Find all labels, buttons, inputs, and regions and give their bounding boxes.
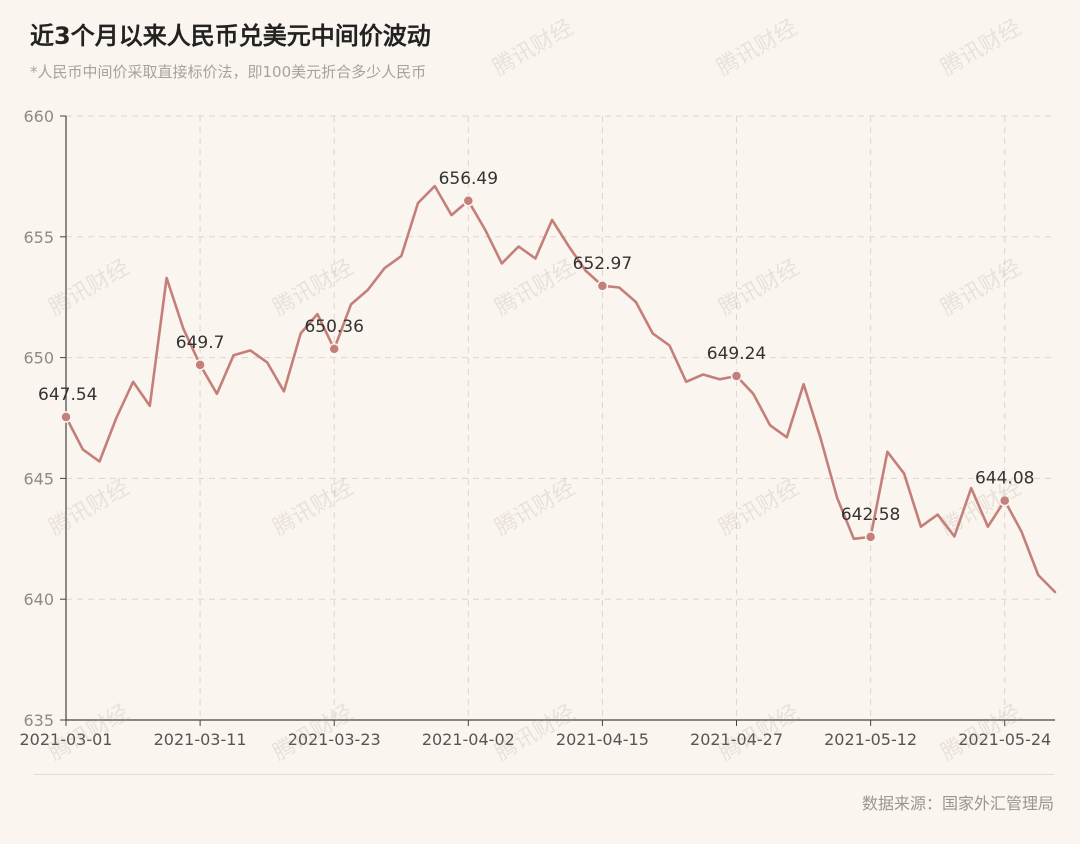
data-point-marker (596, 280, 609, 292)
x-tick-label: 2021-03-23 (288, 730, 381, 749)
data-label: 652.97 (573, 254, 632, 274)
data-label: 650.36 (304, 317, 363, 337)
data-label: 656.49 (439, 169, 498, 189)
x-tick-label: 2021-04-27 (690, 730, 783, 749)
x-tick-label: 2021-04-02 (422, 730, 515, 749)
data-point-marker (328, 343, 340, 355)
x-tick-label: 2021-03-01 (20, 730, 113, 749)
chart-subtitle: *人民币中间价采取直接标价法，即100美元折合多少人民币 (30, 63, 427, 81)
x-tick-label: 2021-05-12 (824, 730, 917, 749)
y-tick-label: 650 (23, 349, 54, 368)
footer-divider (34, 774, 1054, 775)
y-tick-label: 640 (23, 590, 54, 609)
x-tick-label: 2021-03-11 (154, 730, 247, 749)
data-point-marker (462, 195, 475, 207)
data-source: 数据来源：国家外汇管理局 (861, 794, 1054, 813)
data-point-marker (730, 370, 743, 382)
data-point-marker (60, 411, 72, 423)
x-tick-label: 2021-05-24 (958, 730, 1051, 749)
y-tick-label: 660 (23, 107, 54, 126)
y-tick-label: 655 (23, 228, 54, 247)
series-line (64, 184, 1057, 594)
data-label: 649.7 (176, 333, 225, 353)
data-point-marker (194, 359, 206, 371)
y-tick-label: 645 (23, 469, 54, 488)
x-tick-label: 2021-04-15 (556, 730, 649, 749)
data-point-marker (998, 494, 1011, 507)
chart-title: 近3个月以来人民币兑美元中间价波动 (30, 22, 431, 50)
data-point-marker (864, 531, 877, 543)
data-label: 649.24 (707, 344, 766, 364)
data-label: 642.58 (841, 505, 900, 525)
data-label: 644.08 (975, 469, 1034, 489)
y-tick-label: 635 (23, 711, 54, 730)
data-label: 647.54 (38, 385, 97, 405)
